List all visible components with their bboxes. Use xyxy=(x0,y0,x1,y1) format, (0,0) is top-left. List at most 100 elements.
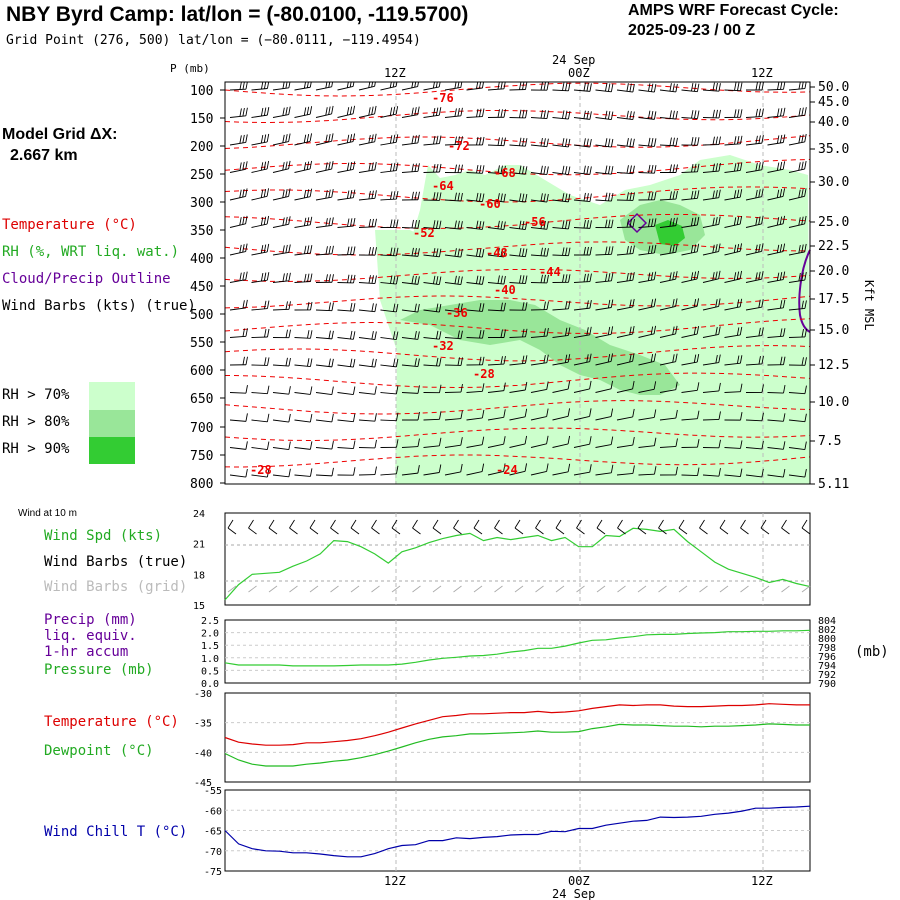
wind-barb-flag xyxy=(482,383,485,392)
wind-barb-flag xyxy=(521,248,525,257)
wind-barb-flag xyxy=(651,164,654,174)
wind-barb-flag xyxy=(497,275,500,284)
wind-barb-flag xyxy=(567,408,571,417)
wind-barb-flag xyxy=(482,165,485,174)
wind-barb-shaft xyxy=(294,196,311,201)
grid-barb-shaft xyxy=(760,585,770,593)
surface-barb-flag xyxy=(473,519,480,529)
wind-barb-shaft xyxy=(724,143,741,146)
wind-barb-shaft xyxy=(466,390,483,393)
wind-barb-flag xyxy=(733,217,737,226)
wind-barb-flag xyxy=(478,193,482,202)
wind-barb-flag xyxy=(758,216,761,225)
wind-barb-flag xyxy=(607,138,611,147)
wind-barb-shaft xyxy=(423,86,440,91)
wind-barb-shaft xyxy=(315,196,332,201)
wind-barb-flag xyxy=(435,303,439,312)
wind-barb-shaft xyxy=(423,143,440,146)
wind-barb-flag xyxy=(306,217,310,226)
wind-barb-flag xyxy=(696,190,700,199)
wind-barb-flag xyxy=(347,274,350,283)
wind-barb-shaft xyxy=(530,389,547,393)
legend-barbs-grid: Wind Barbs (grid) xyxy=(44,579,188,595)
pressure-right-tick: 804 xyxy=(818,616,836,627)
wind-barb-flag xyxy=(801,161,804,170)
wind-barb-flag xyxy=(672,164,675,173)
wind-barb-flag xyxy=(715,109,718,118)
wind-barb-flag xyxy=(758,135,761,144)
wind-barb-flag xyxy=(309,468,313,477)
wind-barb-flag xyxy=(610,272,614,281)
wind-barb-flag xyxy=(306,82,309,88)
height-tick-label: 10.0 xyxy=(818,395,849,410)
cloud-outline-diamond xyxy=(626,212,648,234)
wind-barb-flag xyxy=(715,190,718,199)
temperature-contour-label: -24 xyxy=(496,463,518,477)
wind-barb-flag xyxy=(650,245,654,254)
wind-barb-flag xyxy=(347,218,350,227)
wind-barb-flag xyxy=(761,271,764,280)
wind-barb-flag xyxy=(417,411,420,421)
wind-barb-flag xyxy=(761,468,764,478)
wind-barb-flag xyxy=(736,243,740,253)
legend-dewpoint: Dewpoint (°C) xyxy=(44,743,154,759)
wind-barb-flag xyxy=(804,413,807,422)
height-tick-label: 40.0 xyxy=(818,115,849,130)
wind-barb-flag xyxy=(411,163,414,172)
surface-barb-flag xyxy=(637,519,644,529)
wind-barb-shaft xyxy=(487,144,505,147)
wind-barb-flag xyxy=(500,248,503,257)
wind-barb-flag xyxy=(690,217,694,227)
wind-barb-shaft xyxy=(251,88,268,91)
wind-barb-flag xyxy=(610,111,614,120)
wind-barb-flag xyxy=(607,83,611,92)
wind-barb-flag xyxy=(540,165,543,174)
wind-barb-shaft xyxy=(638,172,655,174)
wind-barb-flag xyxy=(758,356,761,365)
rh90-swatch xyxy=(89,437,135,464)
wind-barb-flag xyxy=(500,137,503,146)
wind-barb-shaft xyxy=(337,447,354,450)
wind-barb-flag xyxy=(525,275,528,284)
wind-barb-flag xyxy=(740,440,743,449)
wind-barb-flag xyxy=(801,188,804,198)
surface-barb-flag xyxy=(514,519,521,529)
wind-barb-flag xyxy=(734,82,737,91)
wind-barb-flag xyxy=(476,108,479,117)
wind-barb-flag xyxy=(368,162,371,172)
grid-barb-shaft xyxy=(801,585,811,593)
wind-barb-flag xyxy=(650,83,654,92)
wind-barb-flag xyxy=(481,248,485,258)
wind-barb-flag xyxy=(650,110,654,120)
wind-barb-flag xyxy=(586,300,589,309)
wind-barb-flag xyxy=(583,246,586,256)
wind-barb-flag xyxy=(503,275,506,285)
wind-barb-shaft xyxy=(745,419,763,422)
wind-barb-flag xyxy=(761,440,764,450)
wind-barb-shaft xyxy=(358,419,375,422)
grid-barb-shaft xyxy=(781,585,790,593)
wind-barb-flag xyxy=(309,413,313,423)
wind-barb-flag xyxy=(374,190,377,199)
wind-barb-shaft xyxy=(659,445,676,448)
wind-barb-flag xyxy=(325,134,328,143)
surface-barb-flag xyxy=(309,519,316,529)
wind-barb-flag xyxy=(804,357,807,366)
wind-barb-flag xyxy=(605,246,608,255)
wind-barb-flag xyxy=(737,135,740,145)
wind-barb-flag xyxy=(804,107,807,116)
wind-barb-flag xyxy=(669,191,672,200)
wind-barb-flag xyxy=(648,218,651,227)
wind-barb-flag xyxy=(436,357,439,366)
wind-barb-flag xyxy=(653,298,657,307)
wind-barb-flag xyxy=(309,216,313,225)
wind-barb-flag xyxy=(755,82,758,91)
wind-barb-flag xyxy=(368,247,371,256)
wind-barb-flag xyxy=(736,355,740,364)
grid-barb-shaft xyxy=(350,585,360,593)
wind-barb-flag xyxy=(696,243,700,252)
wind-barb-flag xyxy=(266,133,270,143)
wind-barb-flag xyxy=(436,164,439,173)
wind-barb-flag xyxy=(583,165,586,174)
